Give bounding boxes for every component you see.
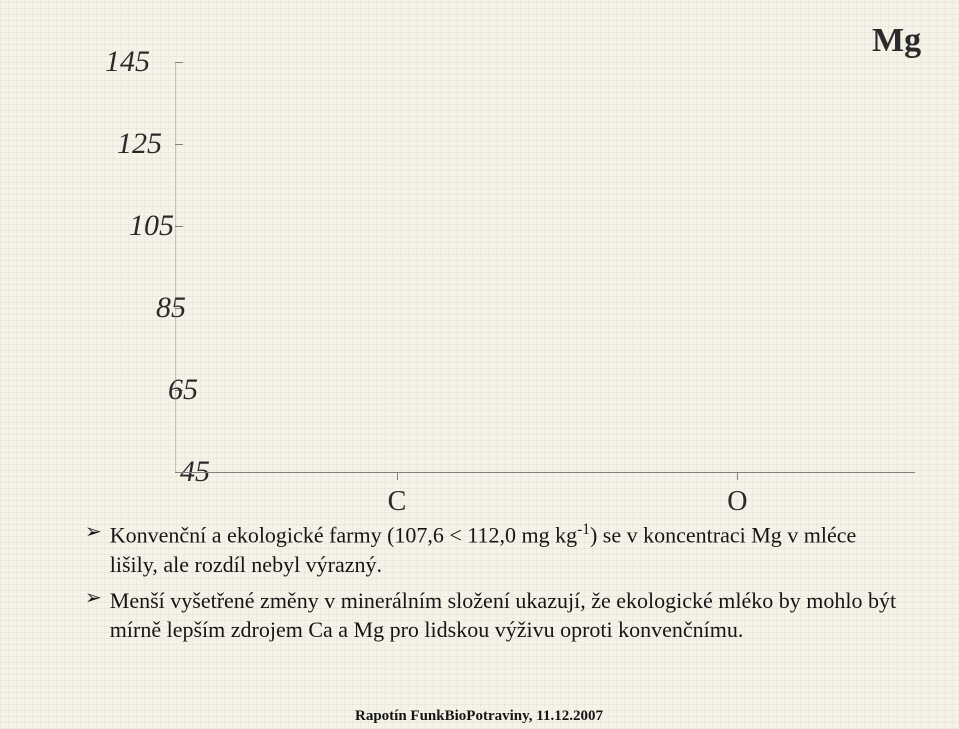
- y-tick: [175, 62, 183, 63]
- chart-title: Mg: [872, 22, 921, 60]
- whisker-line: [395, 132, 400, 464]
- bullet-text: Konvenční a ekologické farmy (107,6 < 11…: [110, 520, 899, 580]
- bullet-arrow-icon: ➢: [85, 520, 102, 580]
- x-tick-label: C: [388, 486, 407, 518]
- median-mark: [727, 189, 747, 197]
- x-tick-label: O: [727, 486, 747, 518]
- whisker-cap-low: [383, 461, 411, 467]
- x-tick: [397, 472, 398, 480]
- bullet-arrow-icon: ➢: [85, 586, 102, 645]
- bullet-list: ➢Konvenční a ekologické farmy (107,6 < 1…: [85, 520, 899, 651]
- footer-text: Rapotín FunkBioPotraviny, 11.12.2007: [355, 708, 603, 725]
- bullet-item: ➢Menší vyšetřené změny v minerálním slož…: [85, 586, 899, 645]
- x-tick: [737, 472, 738, 480]
- y-axis: [175, 62, 176, 472]
- whisker-cap-high: [383, 129, 411, 135]
- box: [718, 181, 756, 214]
- median-mark: [387, 218, 407, 226]
- y-tick-label: 125: [92, 127, 162, 161]
- y-tick: [175, 226, 183, 227]
- whisker-cap-high: [723, 170, 751, 176]
- y-tick: [175, 144, 183, 145]
- bullet-item: ➢Konvenční a ekologické farmy (107,6 < 1…: [85, 520, 899, 580]
- y-tick-label: 65: [128, 373, 198, 407]
- whisker-cap-low: [723, 264, 751, 270]
- x-axis: [175, 472, 915, 473]
- y-tick-label: 105: [104, 209, 174, 243]
- bullet-text: Menší vyšetřené změny v minerálním slože…: [110, 586, 899, 645]
- y-tick-label: 145: [80, 45, 150, 79]
